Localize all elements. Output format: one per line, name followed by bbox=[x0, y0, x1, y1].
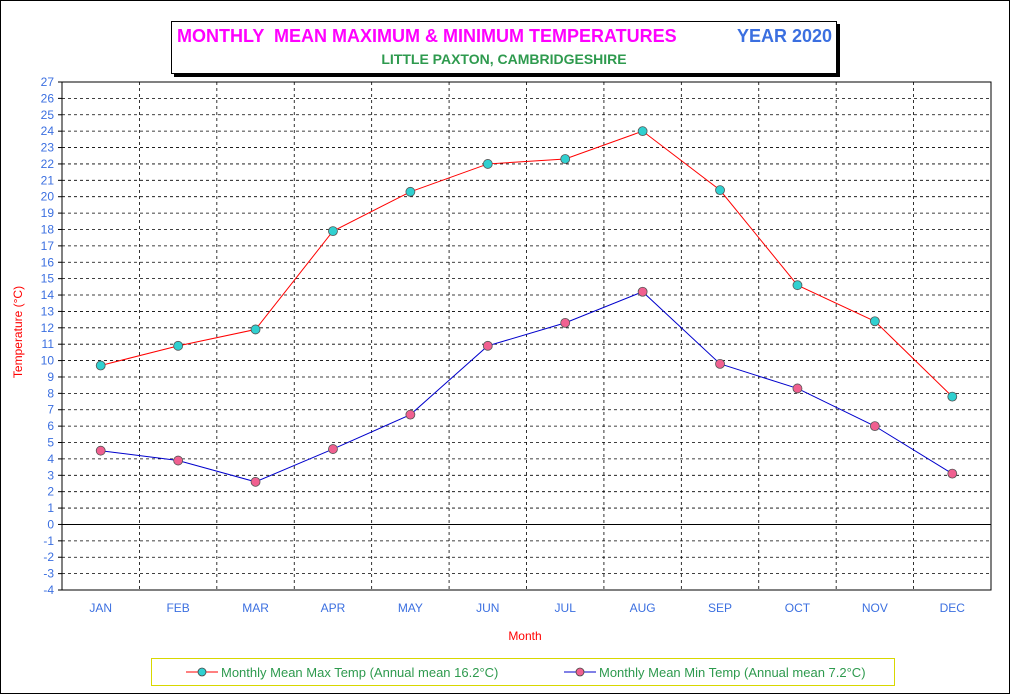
data-point-max bbox=[560, 154, 571, 164]
legend-item-max: Monthly Mean Max Temp (Annual mean 16.2°… bbox=[186, 659, 498, 685]
data-point-max bbox=[715, 185, 725, 196]
y-tick-label: 5 bbox=[47, 436, 54, 450]
x-tick-label: NOV bbox=[862, 601, 888, 615]
y-tick-label: 21 bbox=[41, 173, 55, 187]
chart-year: YEAR 2020 bbox=[736, 26, 832, 46]
data-point-min bbox=[637, 286, 648, 297]
axis-layer: -4-3-2-101234567891011121314151617181920… bbox=[41, 75, 966, 615]
data-point-min bbox=[250, 476, 261, 487]
data-point-min bbox=[715, 358, 725, 369]
series-line-max bbox=[100, 130, 953, 397]
legend-label-min: Monthly Mean Min Temp (Annual mean 7.2°C… bbox=[599, 664, 866, 680]
data-point-min bbox=[947, 468, 958, 479]
y-tick-label: 6 bbox=[47, 419, 54, 433]
y-tick-label: 20 bbox=[41, 190, 55, 204]
y-tick-label: 12 bbox=[41, 321, 55, 335]
y-tick-label: 2 bbox=[47, 485, 54, 499]
chart-subtitle: LITTLE PAXTON, CAMBRIDGESHIRE bbox=[381, 51, 627, 67]
x-tick-label: DEC bbox=[940, 601, 966, 615]
y-tick-label: 25 bbox=[41, 108, 55, 122]
data-point-max bbox=[95, 360, 106, 371]
data-point-min bbox=[95, 445, 106, 456]
y-tick-label: 19 bbox=[41, 206, 55, 220]
y-tick-label: 3 bbox=[47, 468, 54, 482]
y-tick-label: 8 bbox=[47, 386, 54, 400]
data-point-max bbox=[869, 316, 880, 327]
legend-label-max: Monthly Mean Max Temp (Annual mean 16.2°… bbox=[221, 664, 499, 680]
x-axis-title: Month bbox=[508, 629, 541, 643]
y-axis-title: Temperature (°C) bbox=[11, 286, 25, 378]
data-point-max bbox=[328, 226, 338, 237]
y-tick-label: 10 bbox=[41, 354, 55, 368]
title-box: MONTHLY MEAN MAXIMUM & MINIMUM TEMPERATU… bbox=[171, 21, 837, 74]
x-tick-label: APR bbox=[321, 601, 346, 615]
y-tick-label: 14 bbox=[41, 288, 55, 302]
y-tick-label: 4 bbox=[47, 452, 54, 466]
series-layer bbox=[95, 126, 958, 487]
x-tick-label: SEP bbox=[708, 601, 732, 615]
x-tick-label: JUL bbox=[555, 601, 577, 615]
data-point-min bbox=[405, 409, 416, 420]
data-point-max bbox=[792, 280, 803, 291]
y-tick-label: 17 bbox=[41, 239, 55, 253]
data-point-min bbox=[560, 317, 571, 328]
y-tick-label: 13 bbox=[41, 304, 55, 318]
data-point-min bbox=[792, 383, 803, 394]
data-point-min bbox=[173, 455, 184, 466]
x-tick-label: JUN bbox=[476, 601, 499, 615]
y-tick-label: -1 bbox=[43, 534, 54, 548]
chart-title: MONTHLY MEAN MAXIMUM & MINIMUM TEMPERATU… bbox=[177, 26, 677, 46]
legend-swatch-min bbox=[564, 667, 596, 677]
y-tick-label: 16 bbox=[41, 255, 55, 269]
data-point-max bbox=[405, 186, 416, 197]
x-tick-label: JAN bbox=[89, 601, 112, 615]
series-line-min bbox=[100, 291, 953, 483]
y-tick-label: -4 bbox=[43, 583, 54, 597]
y-tick-label: 11 bbox=[42, 337, 55, 351]
legend-swatch-max bbox=[186, 667, 218, 677]
data-point-max bbox=[173, 340, 184, 351]
y-tick-label: 24 bbox=[41, 124, 55, 138]
y-tick-label: 23 bbox=[41, 141, 55, 155]
legend: Monthly Mean Max Temp (Annual mean 16.2°… bbox=[151, 658, 895, 686]
y-tick-label: 22 bbox=[41, 157, 55, 171]
legend-item-min: Monthly Mean Min Temp (Annual mean 7.2°C… bbox=[564, 659, 866, 685]
data-point-min bbox=[869, 421, 880, 432]
y-tick-label: 26 bbox=[41, 91, 55, 105]
y-tick-label: 18 bbox=[41, 222, 55, 236]
y-tick-label: -3 bbox=[43, 567, 54, 581]
y-tick-label: -2 bbox=[43, 550, 54, 564]
y-tick-label: 7 bbox=[47, 403, 54, 417]
y-tick-label: 15 bbox=[41, 272, 55, 286]
grid-layer bbox=[61, 81, 992, 591]
x-tick-label: MAR bbox=[242, 601, 269, 615]
data-point-max bbox=[250, 324, 261, 335]
y-tick-label: 9 bbox=[47, 370, 54, 384]
data-point-max bbox=[947, 391, 958, 402]
data-point-max bbox=[637, 126, 648, 137]
y-tick-label: 0 bbox=[47, 517, 54, 531]
y-tick-label: 27 bbox=[41, 75, 55, 89]
x-tick-label: OCT bbox=[785, 601, 811, 615]
data-point-min bbox=[482, 340, 493, 351]
y-tick-label: 1 bbox=[47, 501, 54, 515]
x-tick-label: MAY bbox=[398, 601, 423, 615]
data-point-min bbox=[328, 444, 338, 454]
data-point-max bbox=[482, 159, 493, 169]
x-tick-label: FEB bbox=[166, 601, 189, 615]
x-tick-label: AUG bbox=[630, 601, 656, 615]
